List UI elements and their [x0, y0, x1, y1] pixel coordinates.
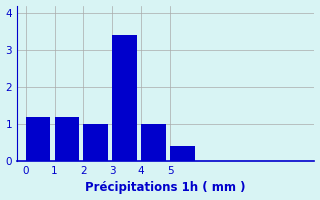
Bar — [55, 117, 79, 161]
Bar — [170, 146, 195, 161]
X-axis label: Précipitations 1h ( mm ): Précipitations 1h ( mm ) — [85, 181, 246, 194]
Bar — [141, 124, 166, 161]
Bar — [112, 35, 137, 161]
Bar — [84, 124, 108, 161]
Bar — [26, 117, 50, 161]
